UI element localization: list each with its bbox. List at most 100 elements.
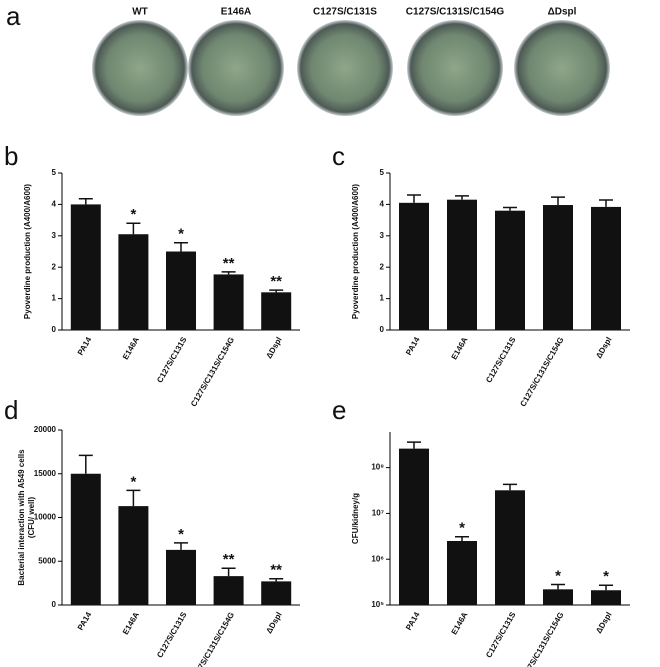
x-tick-label: C127S/C131S/C154G xyxy=(518,611,565,667)
significance: ** xyxy=(223,255,235,272)
bar xyxy=(399,448,429,605)
significance: * xyxy=(130,473,136,490)
x-tick-label: PA14 xyxy=(404,610,422,632)
bar xyxy=(261,581,292,605)
bar xyxy=(261,292,292,330)
bar xyxy=(118,506,149,605)
error-bar xyxy=(407,441,421,449)
bar xyxy=(399,202,429,330)
significance: * xyxy=(178,526,184,543)
panel-letter: b xyxy=(4,141,18,171)
error-bar xyxy=(221,567,236,577)
bar xyxy=(70,204,101,330)
y-tick-label: 4 xyxy=(380,200,385,209)
y-tick-label: 0 xyxy=(52,325,57,334)
panel-letter: a xyxy=(6,1,21,31)
y-tick-label: 10⁵ xyxy=(371,600,384,609)
y-tick-label: 2 xyxy=(52,262,57,271)
plate xyxy=(514,20,610,116)
y-tick-label: 10⁷ xyxy=(372,509,384,518)
x-tick-label: C127S/C131S xyxy=(155,335,189,384)
y-axis-label: Pyoverdine production (A400/A600) xyxy=(23,184,32,319)
bar xyxy=(543,205,573,330)
x-tick-label: E146A xyxy=(121,335,141,361)
y-tick-label: 5 xyxy=(52,168,57,177)
x-tick-label: C127S/C131S xyxy=(484,335,518,384)
significance: * xyxy=(130,206,136,223)
bar xyxy=(213,274,244,330)
x-tick-label: E146A xyxy=(450,335,470,361)
significance: * xyxy=(603,568,609,585)
y-tick-label: 2 xyxy=(380,262,385,271)
x-tick-label: ΔDspl xyxy=(594,611,613,635)
y-tick-label: 5000 xyxy=(38,556,56,565)
y-tick-label: 0 xyxy=(380,325,385,334)
x-tick-label: ΔDspl xyxy=(264,336,283,360)
x-tick-label: PA14 xyxy=(76,335,94,357)
bar xyxy=(495,490,525,605)
x-tick-label: E146A xyxy=(450,610,470,636)
plate xyxy=(188,20,284,116)
panel-letter: e xyxy=(332,395,346,425)
x-tick-label: E146A xyxy=(121,610,141,636)
plate-label: C127S/C131S xyxy=(313,7,377,18)
error-bar xyxy=(174,241,188,252)
y-axis-label: Pyoverdine production (A400/A600) xyxy=(351,184,360,319)
error-bar xyxy=(599,584,613,591)
y-tick-label: 1 xyxy=(52,294,57,303)
panel-letter: c xyxy=(332,141,345,171)
significance: ** xyxy=(270,562,282,579)
y-tick-label: 0 xyxy=(52,600,57,609)
y-tick-label: 15000 xyxy=(34,469,57,478)
y-tick-label: 20000 xyxy=(34,425,57,434)
plate-label: ΔDspl xyxy=(548,7,577,18)
error-bar xyxy=(174,542,188,550)
x-tick-label: C127S/C131S/C154G xyxy=(189,336,236,409)
significance: * xyxy=(555,567,561,584)
significance: * xyxy=(178,226,184,243)
x-tick-label: C127S/C131S/C154G xyxy=(189,611,236,667)
error-bar xyxy=(269,289,284,293)
error-bar xyxy=(551,196,565,206)
y-tick-label: 1 xyxy=(380,294,385,303)
bar xyxy=(543,589,573,605)
bar xyxy=(591,206,621,330)
y-tick-label: 10⁶ xyxy=(371,554,384,563)
plate xyxy=(297,20,393,116)
y-axis-label: Bacterial interaction with A549 cells xyxy=(17,449,26,586)
plate-label: C127S/C131S/C154G xyxy=(406,7,505,18)
error-bar xyxy=(599,199,613,207)
x-tick-label: C127S/C131S xyxy=(155,610,189,659)
y-tick-label: 4 xyxy=(52,200,57,209)
bar xyxy=(166,251,196,330)
significance: ** xyxy=(270,273,282,290)
x-tick-label: ΔDspl xyxy=(594,336,613,360)
x-tick-label: PA14 xyxy=(76,610,94,632)
error-bar xyxy=(455,195,469,200)
error-bar xyxy=(503,206,517,211)
x-tick-label: ΔDspl xyxy=(264,611,283,635)
significance: * xyxy=(459,520,465,537)
error-bar xyxy=(407,194,421,203)
plate-label: WT xyxy=(132,7,148,18)
error-bar xyxy=(126,222,141,235)
error-bar xyxy=(503,483,517,491)
plate-label: E146A xyxy=(221,7,252,18)
bar xyxy=(166,549,196,605)
bar xyxy=(447,540,477,605)
panel-letter: d xyxy=(4,395,18,425)
significance: ** xyxy=(223,551,235,568)
y-tick-label: 10⁸ xyxy=(371,463,384,472)
y-tick-label: 3 xyxy=(380,231,385,240)
bar xyxy=(447,199,477,330)
bar xyxy=(591,590,621,605)
y-tick-label: 3 xyxy=(52,231,57,240)
bar xyxy=(213,576,244,605)
error-bar xyxy=(78,197,93,205)
plate xyxy=(92,20,188,116)
y-axis-label: CFU/kidney/g xyxy=(351,493,360,544)
error-bar xyxy=(221,271,236,275)
y-axis-label: (CFU/ well) xyxy=(27,497,36,539)
error-bar xyxy=(269,578,284,582)
